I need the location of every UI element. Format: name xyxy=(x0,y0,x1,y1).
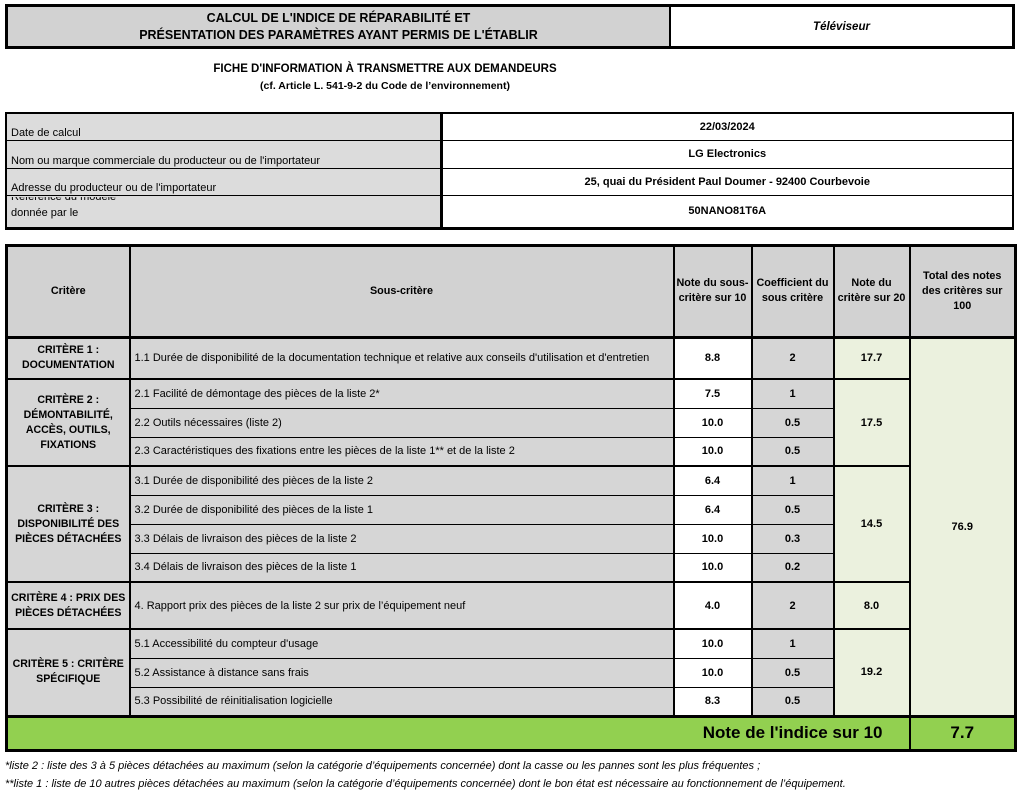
subcriterion-2-1-note: 7.5 xyxy=(672,378,753,409)
model-reference-label: Référence du modèle donnée par le xyxy=(5,194,442,229)
subcriterion-2-2-note: 10.0 xyxy=(672,407,753,438)
footnote-liste-2: *liste 2 : liste des 3 à 5 pièces détach… xyxy=(5,759,761,772)
subcriterion-3-1-label: 3.1 Durée de disponibilité des pièces de… xyxy=(128,465,675,496)
subcriterion-1-1-label: 1.1 Durée de disponibilité de la documen… xyxy=(128,336,675,380)
subcriterion-3-4-coef: 0.2 xyxy=(750,552,835,583)
header-note-sous-critere: Note du sous-critère sur 10 xyxy=(672,244,753,339)
criterion-4-note20: 8.0 xyxy=(832,581,911,630)
subtitle-line1: FICHE D'INFORMATION À TRANSMETTRE AUX DE… xyxy=(213,63,557,75)
subcriterion-5-3-label: 5.3 Possibilité de réinitialisation logi… xyxy=(128,686,675,717)
header-coefficient: Coefficient du sous critère xyxy=(750,244,835,339)
subcriterion-5-1-label: 5.1 Accessibilité du compteur d'usage xyxy=(128,628,675,659)
index-score-value: 7.7 xyxy=(908,714,1017,751)
criterion-5-note20: 19.2 xyxy=(832,628,911,717)
producer-info-table: Date de calcul 22/03/2024 Nom ou marque … xyxy=(5,112,1014,230)
criterion-2-note20: 17.5 xyxy=(832,378,911,467)
criterion-3-note20: 14.5 xyxy=(832,465,911,583)
info-row-producer-address: Adresse du producteur ou de l'importateu… xyxy=(5,167,1014,196)
info-row-producer-name: Nom ou marque commerciale du producteur … xyxy=(5,139,1014,169)
subtitle-block: FICHE D'INFORMATION À TRANSMETTRE AUX DE… xyxy=(5,63,765,92)
title-line1: CALCUL DE L'INDICE DE RÉPARABILITÉ ET xyxy=(206,10,471,25)
header-total-100: Total des notes des critères sur 100 xyxy=(908,244,1017,339)
info-row-model-reference: Référence du modèle donnée par le 50NANO… xyxy=(5,194,1014,229)
subcriterion-3-2-note: 6.4 xyxy=(672,494,753,525)
header-critere: Critère xyxy=(5,244,131,339)
subcriterion-2-2-label: 2.2 Outils nécessaires (liste 2) xyxy=(128,407,675,438)
info-row-date: Date de calcul 22/03/2024 xyxy=(5,112,1014,141)
subcriterion-3-3-note: 10.0 xyxy=(672,523,753,554)
row-2-3: 2.3 Caractéristiques des fixations entre… xyxy=(7,436,1016,467)
row-5-3: 5.3 Possibilité de réinitialisation logi… xyxy=(7,686,1016,717)
subcriterion-5-1-coef: 1 xyxy=(750,628,835,659)
row-4: CRITÈRE 4 : PRIX DES PIÈCES DÉTACHÉES 4.… xyxy=(5,581,1016,630)
subcriterion-2-3-label: 2.3 Caractéristiques des fixations entre… xyxy=(128,436,675,467)
subcriterion-5-2-note: 10.0 xyxy=(672,657,753,688)
criterion-1-label: CRITÈRE 1 : DOCUMENTATION xyxy=(5,336,131,380)
subcriterion-4-note: 4.0 xyxy=(672,581,753,630)
index-score-row: Note de l'indice sur 10 7.7 xyxy=(5,714,1017,751)
row-2-2: 2.2 Outils nécessaires (liste 2) 10.0 0.… xyxy=(7,407,1016,438)
subcriterion-5-1-note: 10.0 xyxy=(672,628,753,659)
subcriterion-1-1-coef: 2 xyxy=(750,336,835,380)
producer-address-value: 25, quai du Président Paul Doumer - 9240… xyxy=(439,167,1014,196)
row-3-4: 3.4 Délais de livraison des pièces de la… xyxy=(7,552,1016,583)
footnotes: *liste 2 : liste des 3 à 5 pièces détach… xyxy=(5,757,1015,793)
subcriterion-2-1-label: 2.1 Facilité de démontage des pièces de … xyxy=(128,378,675,409)
criterion-2-label: CRITÈRE 2 : DÉMONTABILITÉ, ACCÈS, OUTILS… xyxy=(5,378,131,467)
subcriterion-2-3-note: 10.0 xyxy=(672,436,753,467)
subcriterion-3-4-label: 3.4 Délais de livraison des pièces de la… xyxy=(128,552,675,583)
document-title: CALCUL DE L'INDICE DE RÉPARABILITÉ ET PR… xyxy=(8,7,671,46)
producer-name-label: Nom ou marque commerciale du producteur … xyxy=(5,139,442,169)
subcriterion-2-2-coef: 0.5 xyxy=(750,407,835,438)
criterion-4-label: CRITÈRE 4 : PRIX DES PIÈCES DÉTACHÉES xyxy=(5,581,131,630)
subcriterion-3-1-note: 6.4 xyxy=(672,465,753,496)
row-2-1: CRITÈRE 2 : DÉMONTABILITÉ, ACCÈS, OUTILS… xyxy=(5,378,1016,467)
index-score-label: Note de l'indice sur 10 xyxy=(5,714,911,751)
date-label: Date de calcul xyxy=(5,112,442,141)
criterion-5-label: CRITÈRE 5 : CRITÈRE SPÉCIFIQUE xyxy=(5,628,131,717)
criteria-header-row: Critère Sous-critère Note du sous-critèr… xyxy=(5,244,1017,339)
subcriterion-3-3-coef: 0.3 xyxy=(750,523,835,554)
title-line2: PRÉSENTATION DES PARAMÈTRES AYANT PERMIS… xyxy=(139,27,538,42)
producer-name-value: LG Electronics xyxy=(439,139,1014,169)
subcriterion-4-coef: 2 xyxy=(750,581,835,630)
date-value: 22/03/2024 xyxy=(439,112,1014,141)
model-reference-value: 50NANO81T6A xyxy=(439,194,1014,229)
subcriterion-4-label: 4. Rapport prix des pièces de la liste 2… xyxy=(128,581,675,630)
subcriterion-3-2-label: 3.2 Durée de disponibilité des pièces de… xyxy=(128,494,675,525)
header-sous-critere: Sous-critère xyxy=(128,244,675,339)
row-5-2: 5.2 Assistance à distance sans frais 10.… xyxy=(7,657,1016,688)
subcriterion-3-1-coef: 1 xyxy=(750,465,835,496)
row-1-1: CRITÈRE 1 : DOCUMENTATION 1.1 Durée de d… xyxy=(5,336,1017,717)
subcriterion-1-1-note: 8.8 xyxy=(672,336,753,380)
header-note-critere-20: Note du critère sur 20 xyxy=(832,244,911,339)
subcriterion-5-2-coef: 0.5 xyxy=(750,657,835,688)
criterion-3-label: CRITÈRE 3 : DISPONIBILITÉ DES PIÈCES DÉT… xyxy=(5,465,131,583)
total-note-100: 76.9 xyxy=(908,336,1017,717)
criterion-1-note20: 17.7 xyxy=(832,336,911,380)
subcriterion-5-2-label: 5.2 Assistance à distance sans frais xyxy=(128,657,675,688)
subcriterion-5-3-coef: 0.5 xyxy=(750,686,835,717)
title-bar: CALCUL DE L'INDICE DE RÉPARABILITÉ ET PR… xyxy=(5,4,1015,49)
subcriterion-5-3-note: 8.3 xyxy=(672,686,753,717)
criteria-table: Critère Sous-critère Note du sous-critèr… xyxy=(5,243,1017,752)
footnote-liste-1: **liste 1 : liste de 10 autres pièces dé… xyxy=(5,777,846,790)
subtitle-line2: (cf. Article L. 541-9-2 du Code de l’env… xyxy=(260,80,510,92)
producer-address-label: Adresse du producteur ou de l'importateu… xyxy=(5,167,442,196)
row-3-1: CRITÈRE 3 : DISPONIBILITÉ DES PIÈCES DÉT… xyxy=(5,465,1016,583)
subcriterion-2-3-coef: 0.5 xyxy=(750,436,835,467)
row-3-2: 3.2 Durée de disponibilité des pièces de… xyxy=(7,494,1016,525)
subcriterion-3-2-coef: 0.5 xyxy=(750,494,835,525)
subcriterion-3-4-note: 10.0 xyxy=(672,552,753,583)
subcriterion-2-1-coef: 1 xyxy=(750,378,835,409)
product-category: Téléviseur xyxy=(671,7,1012,46)
row-5-1: CRITÈRE 5 : CRITÈRE SPÉCIFIQUE 5.1 Acces… xyxy=(5,628,1016,717)
row-3-3: 3.3 Délais de livraison des pièces de la… xyxy=(7,523,1016,554)
subcriterion-3-3-label: 3.3 Délais de livraison des pièces de la… xyxy=(128,523,675,554)
